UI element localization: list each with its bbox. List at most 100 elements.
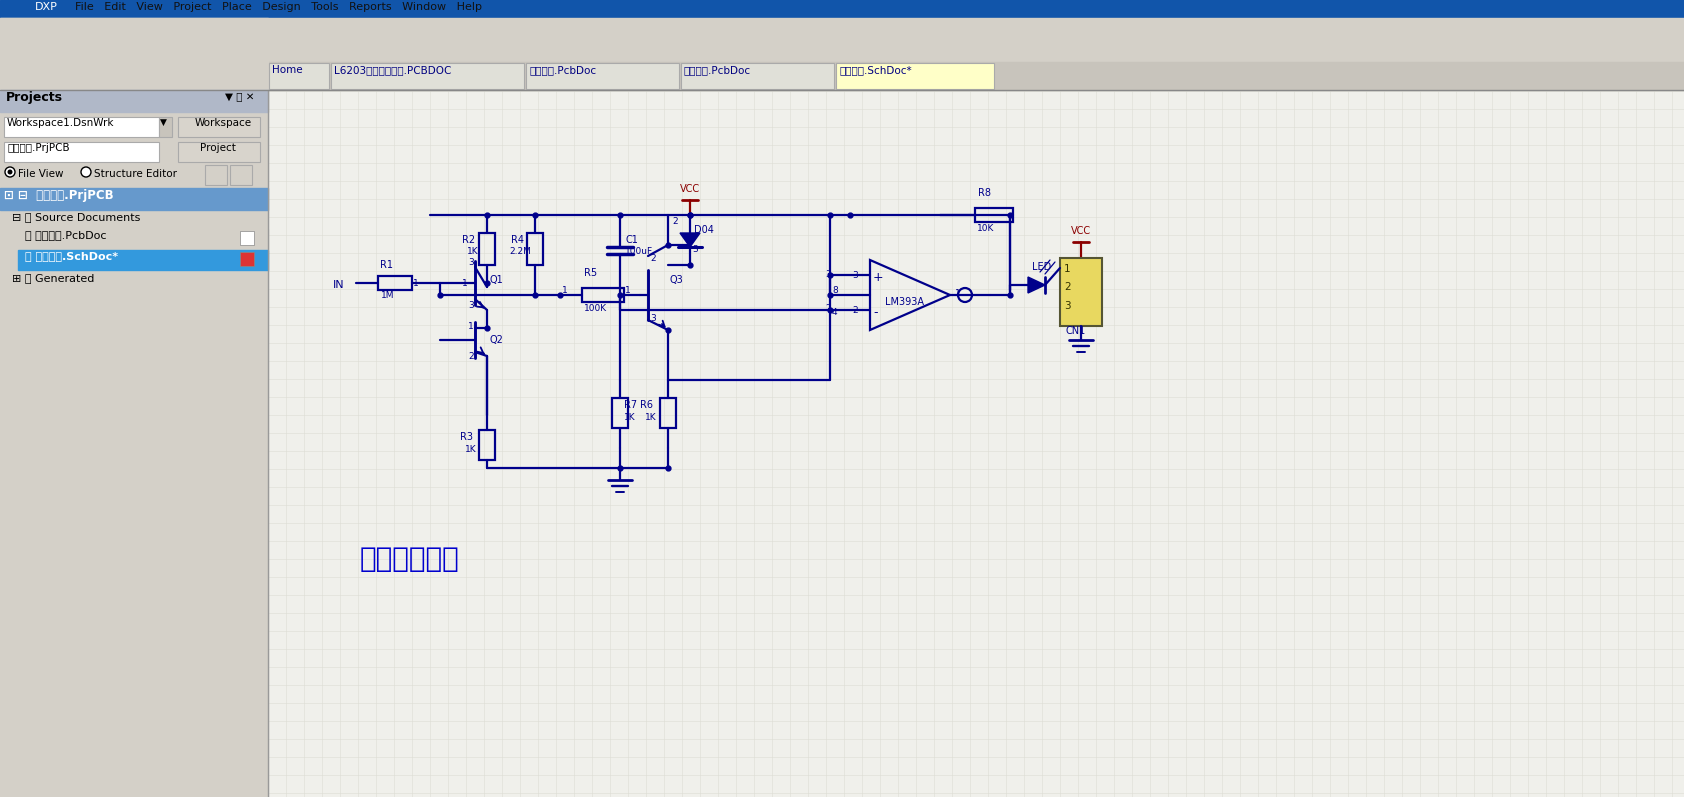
Text: R8: R8 <box>978 188 990 198</box>
Text: ⊡ ⊟  触摸模块.PrjPCB: ⊡ ⊟ 触摸模块.PrjPCB <box>3 189 113 202</box>
Text: -: - <box>872 306 877 319</box>
Text: R1: R1 <box>381 260 392 270</box>
Text: File View: File View <box>19 169 64 179</box>
Circle shape <box>5 167 15 177</box>
Text: D04: D04 <box>694 225 714 235</box>
Text: 2: 2 <box>672 217 677 226</box>
Text: 1: 1 <box>562 286 568 295</box>
Text: 触摸模块.SchDoc*: 触摸模块.SchDoc* <box>839 65 911 75</box>
Bar <box>332 63 524 89</box>
Text: ▼: ▼ <box>160 118 167 127</box>
Text: LED: LED <box>1032 262 1051 272</box>
Text: 3: 3 <box>692 245 697 254</box>
Bar <box>660 398 675 428</box>
Bar <box>0 18 268 797</box>
Bar <box>0 0 1684 18</box>
Text: 10K: 10K <box>977 224 994 233</box>
Text: R6: R6 <box>640 400 653 410</box>
Bar <box>525 63 679 89</box>
Text: 2: 2 <box>852 306 857 315</box>
Bar <box>269 63 328 89</box>
Bar <box>975 208 1014 222</box>
Text: 3: 3 <box>468 301 473 310</box>
Bar <box>478 233 495 265</box>
Text: LM393A: LM393A <box>886 297 925 307</box>
Bar <box>0 188 268 210</box>
Text: 触摸模块.PcbDoc: 触摸模块.PcbDoc <box>529 65 596 75</box>
Text: 1K: 1K <box>645 413 657 422</box>
Polygon shape <box>1027 277 1046 293</box>
Text: 1: 1 <box>955 289 962 298</box>
Text: 2: 2 <box>1064 282 1071 292</box>
Text: 触摸模块.PrjPCB: 触摸模块.PrjPCB <box>7 143 69 153</box>
Bar <box>231 165 253 185</box>
Bar <box>268 90 1684 797</box>
Bar <box>0 18 1684 40</box>
Text: 📷 触摸模块.PcbDoc: 📷 触摸模块.PcbDoc <box>25 230 106 240</box>
Text: 3: 3 <box>1064 301 1071 311</box>
Text: R3: R3 <box>460 432 473 442</box>
Bar <box>205 165 227 185</box>
Bar <box>0 188 268 797</box>
Polygon shape <box>680 233 701 247</box>
Text: 1: 1 <box>1064 264 1071 274</box>
Text: 1M: 1M <box>381 291 394 300</box>
Text: 2: 2 <box>825 304 830 313</box>
Bar <box>179 117 259 137</box>
Text: Projects: Projects <box>7 91 62 104</box>
Text: VCC: VCC <box>680 184 701 194</box>
Text: CN1: CN1 <box>1064 326 1084 336</box>
Bar <box>835 63 994 89</box>
Text: 3: 3 <box>468 258 473 267</box>
Text: R7: R7 <box>625 400 637 410</box>
Text: +: + <box>872 271 884 284</box>
Text: 3: 3 <box>852 271 857 280</box>
Text: 1K: 1K <box>465 445 477 454</box>
Text: 1: 1 <box>625 286 632 295</box>
Text: 1: 1 <box>413 279 419 288</box>
Circle shape <box>7 170 12 175</box>
Text: Structure Editor: Structure Editor <box>94 169 177 179</box>
Bar <box>3 117 158 137</box>
Text: Home: Home <box>273 65 303 75</box>
Bar <box>241 252 254 266</box>
Text: 2.2M: 2.2M <box>509 247 530 256</box>
Text: Q2: Q2 <box>490 335 504 345</box>
Bar <box>0 40 1684 62</box>
Text: 1K: 1K <box>466 247 478 256</box>
Text: 2: 2 <box>468 352 473 361</box>
Text: ⊟ 📁 Source Documents: ⊟ 📁 Source Documents <box>12 212 140 222</box>
Bar <box>0 90 268 112</box>
Text: R5: R5 <box>584 268 598 278</box>
Bar <box>179 142 259 162</box>
Bar <box>19 229 268 249</box>
Text: 4: 4 <box>832 308 837 317</box>
Bar <box>19 250 268 270</box>
Text: 1K: 1K <box>625 413 635 422</box>
Text: ▼ 🔒 ✕: ▼ 🔒 ✕ <box>226 91 254 101</box>
Text: R4: R4 <box>510 235 524 245</box>
Text: 2: 2 <box>650 254 655 263</box>
Bar <box>680 63 834 89</box>
Text: 📋 触摸模块.SchDoc*: 📋 触摸模块.SchDoc* <box>25 251 118 261</box>
Text: Project: Project <box>200 143 236 153</box>
Text: VCC: VCC <box>1071 226 1091 236</box>
Text: ⊞ 📁 Generated: ⊞ 📁 Generated <box>12 273 94 283</box>
Text: 8: 8 <box>832 285 837 295</box>
Text: 100uF: 100uF <box>625 247 653 256</box>
Text: L6203直流电机驱动.PCBDOC: L6203直流电机驱动.PCBDOC <box>333 65 451 75</box>
Bar <box>1059 258 1101 326</box>
Bar <box>611 398 628 428</box>
Text: Workspace: Workspace <box>195 118 253 128</box>
Text: Workspace1.DsnWrk: Workspace1.DsnWrk <box>7 118 115 128</box>
Bar <box>158 117 172 137</box>
Text: 3: 3 <box>650 314 655 323</box>
Text: DXP: DXP <box>35 2 57 12</box>
Circle shape <box>81 167 91 177</box>
Text: 触摸模块.PcbDoc: 触摸模块.PcbDoc <box>684 65 751 75</box>
Text: 3: 3 <box>825 270 830 279</box>
Text: 100K: 100K <box>584 304 608 313</box>
Text: File   Edit   View   Project   Place   Design   Tools   Reports   Window   Help: File Edit View Project Place Design Tool… <box>76 2 482 12</box>
Text: 1: 1 <box>461 279 468 288</box>
Bar <box>527 233 542 265</box>
